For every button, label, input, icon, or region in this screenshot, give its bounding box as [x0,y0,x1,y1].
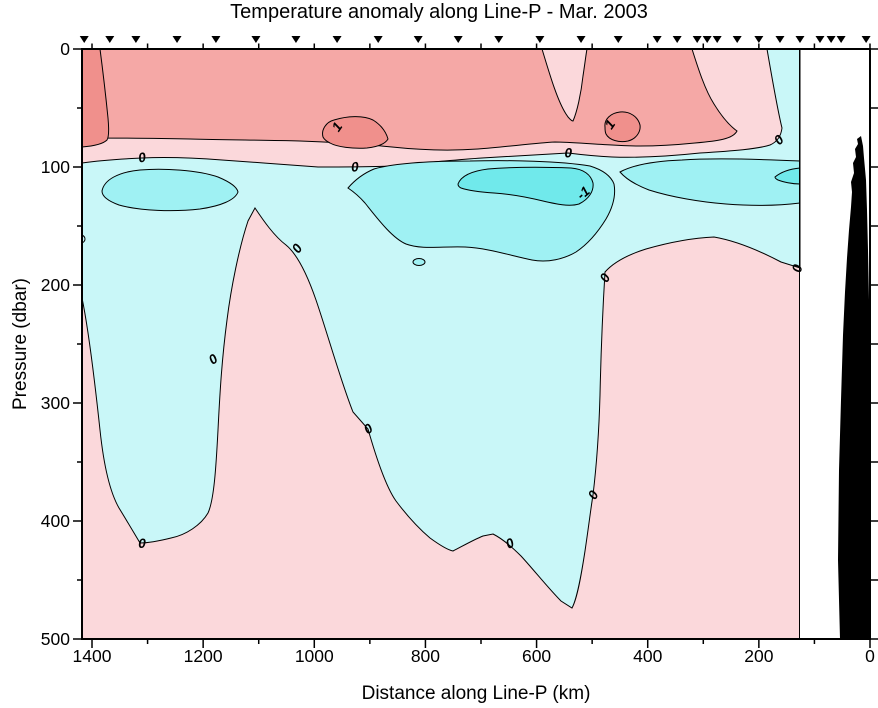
fill-surface-pale-notch [541,48,588,122]
station-marker-triangle [861,36,871,43]
chart-title: Temperature anomaly along Line-P - Mar. … [230,1,648,23]
x-tick-label: 0 [865,646,875,666]
contour-label: 0 [137,149,147,165]
x-tick-label: 1400 [73,646,112,666]
station-marker-triangle [453,36,463,43]
station-markers [79,36,871,43]
station-marker-triangle [826,36,836,43]
station-marker-triangle [732,36,742,43]
contour-label: 0 [564,145,572,160]
y-tick-label: 200 [41,275,70,295]
contour-label: 0 [789,262,806,274]
y-tick-label: 100 [41,157,70,177]
y-tick-label: 400 [41,511,70,531]
station-marker-triangle [754,36,764,43]
station-marker-triangle [795,36,805,43]
station-marker-triangle [652,36,662,43]
fill-warm-core-offshore-corner [81,48,110,148]
station-marker-triangle [373,36,383,43]
fill-warm-patch-465km [604,111,641,143]
axis-ticks [73,43,878,648]
station-marker-triangle [105,36,115,43]
y-tick-label: 300 [41,393,70,413]
x-tick-label: 1200 [184,646,223,666]
station-marker-triangle [815,36,825,43]
x-tick-label: 600 [522,646,551,666]
station-marker-triangle [494,36,504,43]
station-marker-triangle [79,36,89,43]
station-marker-triangle [251,36,261,43]
tick-labels: 1400 1200 1000 800 600 400 200 0 0 100 200 300 400 50… [41,39,875,666]
x-tick-label: 800 [411,646,440,666]
fill-warm-patch-960km [322,116,389,149]
station-marker-triangle [291,36,301,43]
fill-cold-oval-offshore [101,168,239,212]
bathymetry-silhouette [838,136,871,639]
fill-cold-core-central [457,166,594,206]
x-tick-label: 200 [744,646,773,666]
station-marker-triangle [836,36,846,43]
station-marker-triangle [692,36,702,43]
station-marker-triangle [535,36,545,43]
contour-label: 0 [350,159,359,175]
fill-cold-tongue-nearshore [619,158,801,206]
station-marker-triangle [613,36,623,43]
station-marker-triangle [576,36,586,43]
contour-label: 0 [138,536,146,551]
contour-fills [81,48,801,639]
fill-tiny-islet [412,258,426,266]
plot-frame [81,48,871,640]
station-marker-triangle [211,36,221,43]
x-tick-label: 400 [633,646,662,666]
station-marker-triangle [672,36,682,43]
y-tick-label: 0 [60,39,70,59]
station-marker-triangle [172,36,182,43]
station-marker-triangle [775,36,785,43]
station-marker-triangle [332,36,342,43]
fill-cold-field [81,48,801,609]
station-marker-triangle [131,36,141,43]
x-axis-title: Distance along Line-P (km) [361,683,591,704]
y-tick-label: 500 [41,629,70,649]
station-marker-triangle [712,36,722,43]
station-marker-triangle [702,36,712,43]
fill-surface-warm-band [81,48,738,151]
x-tick-label: 1000 [295,646,334,666]
station-marker-triangle [413,36,423,43]
fill-cold-core-nearshore [774,167,801,185]
